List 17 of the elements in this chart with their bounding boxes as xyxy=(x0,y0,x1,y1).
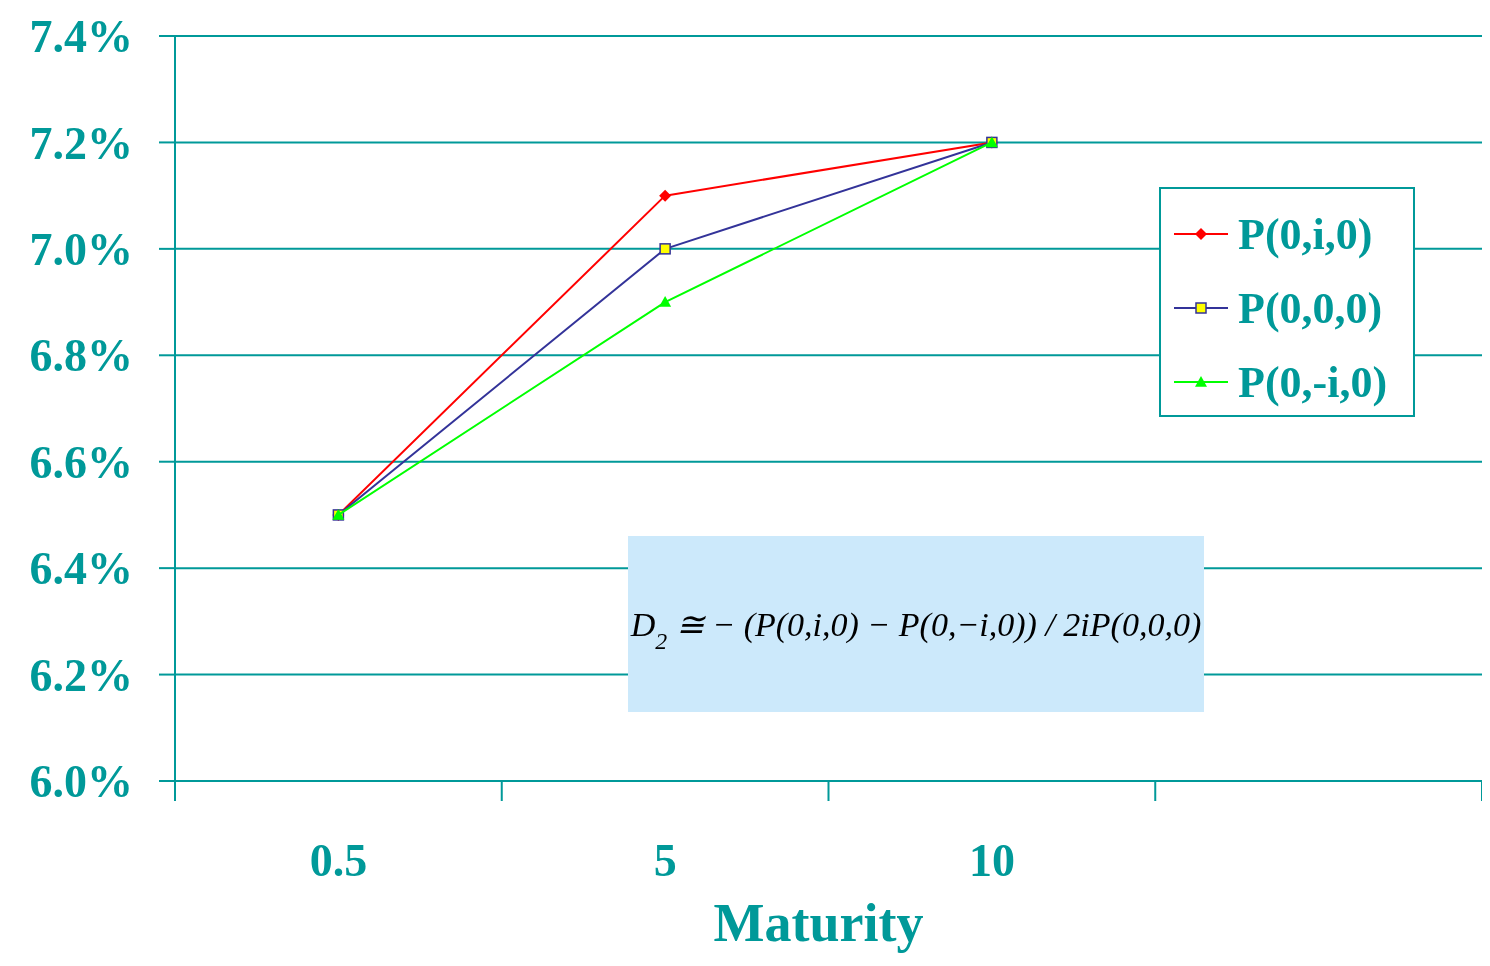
y-tick-label: 7.4% xyxy=(29,11,133,63)
x-axis-title: Maturity xyxy=(713,893,924,953)
x-tick-label: 0.5 xyxy=(309,835,368,886)
y-tick-label: 7.0% xyxy=(29,223,133,275)
y-tick-label: 6.0% xyxy=(29,756,133,808)
y-tick-label: 6.4% xyxy=(29,543,133,595)
x-tick-label: 10 xyxy=(968,835,1015,886)
annotation: D$_{2}$ ≅ − (P(0,i,0) − P(0,−i,0)) / 2iP(0,0,0) xyxy=(629,606,1202,654)
y-tick-label: 6.6% xyxy=(29,436,133,488)
y-tick-label: 6.8% xyxy=(29,330,133,382)
legend-label: P(0,-i,0) xyxy=(1238,358,1388,408)
y-tick-label: 7.2% xyxy=(29,117,133,169)
y-tick-label: 6.2% xyxy=(29,649,133,701)
legend-label: P(0,i,0) xyxy=(1238,210,1373,260)
formula-box: D$_{2}$ ≅ − (P(0,i,0) − P(0,−i,0)) / 2iP(0,0,0) xyxy=(628,536,1204,712)
x-tick-label: 5 xyxy=(653,835,677,886)
legend-label: P(0,0,0) xyxy=(1238,284,1383,334)
